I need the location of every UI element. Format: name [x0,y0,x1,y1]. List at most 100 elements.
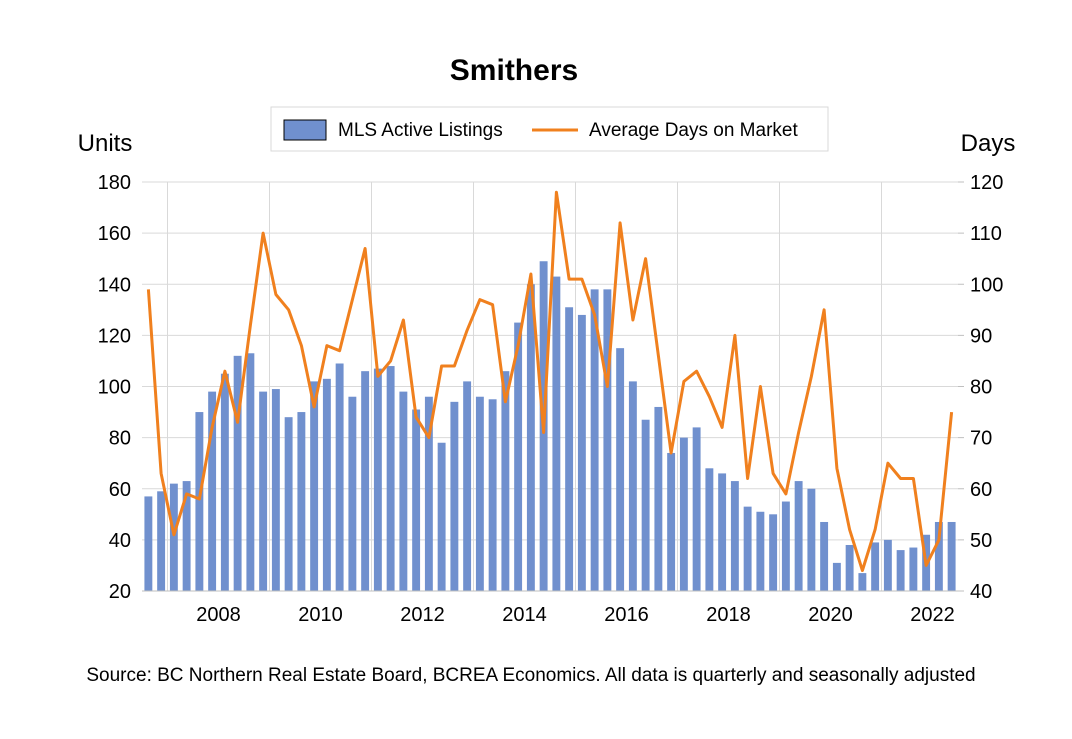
bar-24 [450,401,459,591]
right-tick-label-110: 110 [970,223,1002,245]
bar-43 [692,427,701,591]
right-axis-ticks: 40 50 60 70 80 90 100 110 120 [958,172,1003,603]
bar-9 [259,391,268,591]
chart-title: Smithers [450,54,578,87]
left-tick-label-120: 120 [98,325,131,347]
bar-35 [590,289,599,591]
left-axis-title: Units [78,130,133,157]
right-tick-label-80: 80 [970,377,992,399]
bar-34 [577,314,586,591]
bar-12 [297,412,306,591]
bar-30 [526,284,535,591]
left-tick-label-20: 20 [109,581,131,603]
legend-bar-swatch [283,119,327,141]
right-tick-label-60: 60 [970,479,992,501]
bar-59 [896,550,905,591]
bar-7 [233,355,242,591]
bar-41 [667,452,676,591]
bar-37 [616,348,625,591]
left-tick-label-180: 180 [98,172,131,194]
right-axis-title: Days [961,130,1016,157]
bar-49 [769,514,778,591]
bar-63 [947,521,956,591]
left-axis-ticks: 20 40 60 80 100 120 140 160 180 [98,172,131,603]
line-series [146,190,954,572]
bar-26 [475,396,484,591]
bar-16 [348,396,357,591]
bar-32 [552,276,561,591]
bar-50 [781,501,790,591]
bar-57 [871,542,880,591]
bar-3 [182,481,191,591]
right-tick-label-90: 90 [970,325,992,347]
legend-label-listings: MLS Active Listings [338,120,503,141]
right-tick-label-100: 100 [970,274,1003,296]
legend: MLS Active Listings Average Days on Mark… [270,106,829,152]
left-tick-label-80: 80 [109,428,131,450]
days-on-market-line [146,190,954,572]
bar-33 [565,307,574,591]
x-tick-label-2010: 2010 [298,604,343,626]
right-tick-label-120: 120 [970,172,1003,194]
bar-55 [845,544,854,591]
bar-44 [705,468,714,591]
legend-label-days: Average Days on Market [589,120,798,141]
bar-46 [730,481,739,591]
bar-2 [169,483,178,591]
x-tick-label-2020: 2020 [808,604,853,626]
bar-17 [361,371,370,591]
x-axis-ticks: 2008 2010 2012 2014 2016 2018 2020 2022 [196,604,955,626]
bar-1 [157,491,166,591]
x-tick-label-2022: 2022 [910,604,955,626]
bar-58 [883,539,892,591]
bar-8 [246,353,255,591]
bar-4 [195,412,204,591]
left-tick-label-160: 160 [98,223,131,245]
bar-39 [641,419,650,591]
bar-0 [144,496,153,591]
bar-27 [488,399,497,591]
x-tick-label-2018: 2018 [706,604,751,626]
bar-6 [220,373,229,591]
bar-21 [412,409,421,591]
bar-28 [501,371,510,591]
bar-62 [934,521,943,591]
left-tick-label-60: 60 [109,479,131,501]
bar-23 [437,442,446,591]
bar-13 [310,381,319,591]
bar-29 [514,322,523,591]
left-tick-label-140: 140 [98,274,131,296]
x-tick-label-2014: 2014 [502,604,547,626]
bar-40 [654,406,663,591]
bar-54 [832,562,841,591]
right-tick-label-50: 50 [970,530,992,552]
bar-51 [794,481,803,591]
bar-42 [679,437,688,591]
bar-52 [807,488,816,591]
bar-10 [271,389,280,591]
bar-15 [335,363,344,591]
bar-20 [399,391,408,591]
bar-47 [743,506,752,591]
bar-25 [463,381,472,591]
x-tick-label-2008: 2008 [196,604,241,626]
bar-45 [718,473,727,591]
left-tick-label-100: 100 [98,377,131,399]
bar-22 [424,396,433,591]
bar-14 [322,378,331,591]
left-tick-label-40: 40 [109,530,131,552]
bar-11 [284,417,293,591]
bar-18 [373,368,382,591]
bar-56 [858,573,867,591]
right-tick-label-70: 70 [970,428,992,450]
bar-38 [628,381,637,591]
bar-48 [756,511,765,591]
x-tick-label-2012: 2012 [400,604,445,626]
source-note: Source: BC Northern Real Estate Board, B… [86,665,975,686]
bar-60 [909,547,918,591]
bar-5 [208,391,217,591]
bar-53 [820,521,829,591]
bar-36 [603,289,612,591]
right-tick-label-40: 40 [970,581,992,603]
